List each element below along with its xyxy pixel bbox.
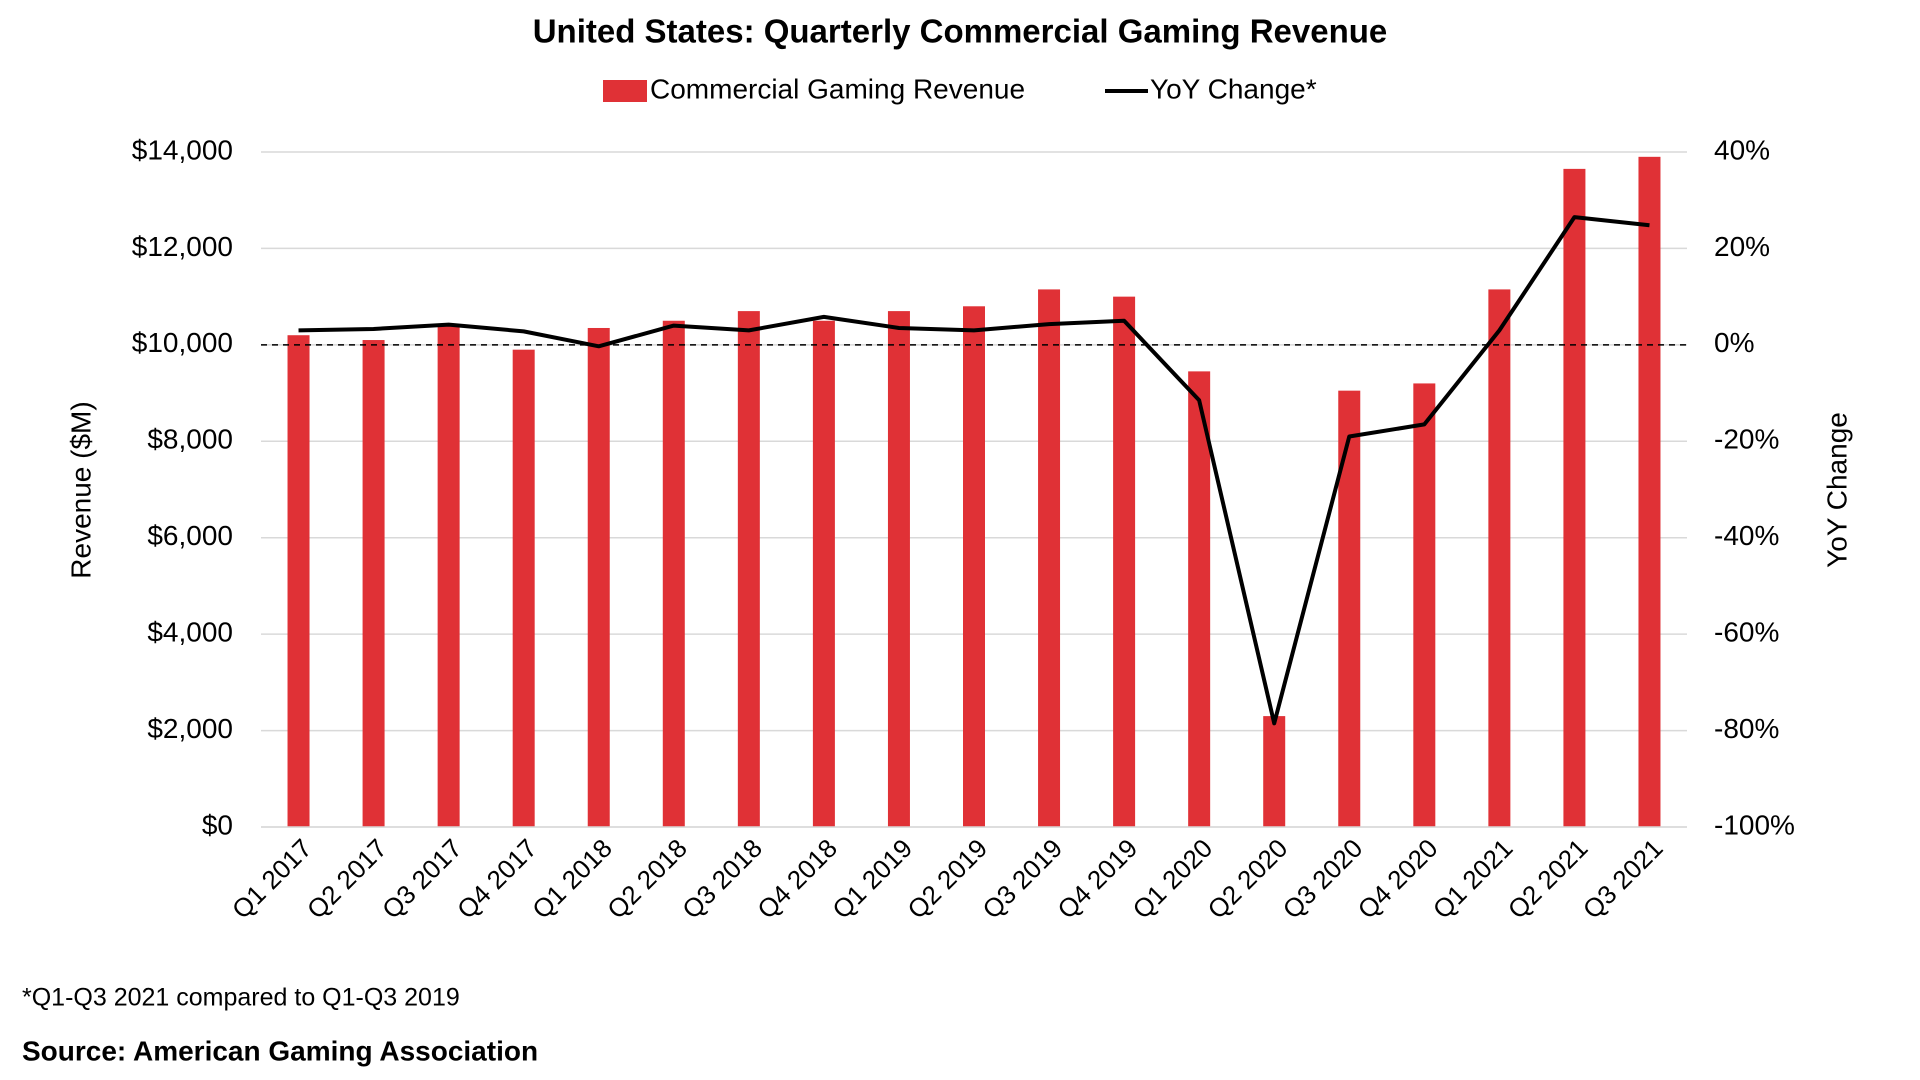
y2-tick-label: -60% — [1714, 617, 1779, 648]
x-tick-label: Q2 2018 — [601, 833, 693, 925]
x-tick-label: Q1 2018 — [526, 833, 618, 925]
y-tick-label: $4,000 — [147, 617, 233, 648]
x-tick-label: Q1 2020 — [1127, 833, 1219, 925]
y-axis-label: Revenue ($M) — [65, 401, 96, 578]
y2-tick-label: 20% — [1714, 231, 1770, 262]
bar — [362, 340, 385, 827]
x-tick-label: Q2 2019 — [901, 833, 993, 925]
bar — [1188, 371, 1211, 827]
y2-tick-label: 0% — [1714, 327, 1754, 358]
y2-tick-label: -80% — [1714, 713, 1779, 744]
chart-title: United States: Quarterly Commercial Gami… — [533, 13, 1388, 50]
bar — [287, 335, 310, 827]
y-tick-label: $2,000 — [147, 713, 233, 744]
x-tick-label: Q1 2021 — [1427, 833, 1519, 925]
x-tick-label: Q2 2021 — [1502, 833, 1594, 925]
x-tick-label: Q3 2020 — [1277, 833, 1369, 925]
y-tick-label: $10,000 — [132, 327, 233, 358]
y-tick-label: $12,000 — [132, 231, 233, 262]
bar — [587, 327, 610, 827]
bar — [963, 306, 985, 827]
y2-tick-label: 40% — [1714, 134, 1770, 165]
y2-tick-label: -100% — [1714, 809, 1795, 840]
bar — [1338, 390, 1361, 827]
bar — [1488, 289, 1511, 827]
legend-label: YoY Change* — [1150, 73, 1317, 104]
y2-tick-label: -20% — [1714, 424, 1779, 455]
bar — [887, 311, 910, 827]
legend-swatch — [603, 80, 647, 102]
x-tick-label: Q3 2018 — [676, 833, 768, 925]
line — [298, 215, 1650, 726]
bar — [437, 325, 460, 827]
x-tick-label: Q4 2017 — [451, 833, 543, 925]
y-tick-label: $0 — [202, 809, 233, 840]
bar — [812, 320, 835, 827]
bar — [512, 349, 535, 827]
bar — [662, 320, 685, 827]
x-tick-label: Q4 2020 — [1352, 833, 1444, 925]
x-tick-label: Q3 2021 — [1577, 833, 1669, 925]
y-tick-label: $8,000 — [147, 424, 233, 455]
x-tick-label: Q2 2020 — [1202, 833, 1294, 925]
bar — [1113, 296, 1136, 828]
y-tick-label: $6,000 — [147, 520, 233, 551]
x-tick-label: Q4 2018 — [751, 833, 843, 925]
y-tick-label: $14,000 — [132, 134, 233, 165]
x-tick-label: Q3 2019 — [976, 833, 1068, 925]
x-tick-label: Q4 2019 — [1051, 833, 1143, 925]
bar — [1263, 716, 1286, 827]
y2-axis-label: YoY Change — [1821, 412, 1852, 568]
bar — [1038, 289, 1061, 827]
source: Source: American Gaming Association — [22, 1035, 538, 1066]
bar — [1413, 383, 1436, 827]
bar — [737, 311, 760, 827]
bar — [1638, 156, 1661, 828]
y2-tick-label: -40% — [1714, 520, 1779, 551]
footnote: *Q1-Q3 2021 compared to Q1-Q3 2019 — [22, 984, 460, 1012]
x-tick-label: Q3 2017 — [376, 833, 468, 925]
x-tick-label: Q1 2019 — [826, 833, 918, 925]
x-tick-label: Q2 2017 — [301, 833, 393, 925]
legend-label: Commercial Gaming Revenue — [650, 73, 1025, 104]
bar — [1563, 168, 1586, 827]
x-tick-label: Q1 2017 — [226, 833, 318, 925]
